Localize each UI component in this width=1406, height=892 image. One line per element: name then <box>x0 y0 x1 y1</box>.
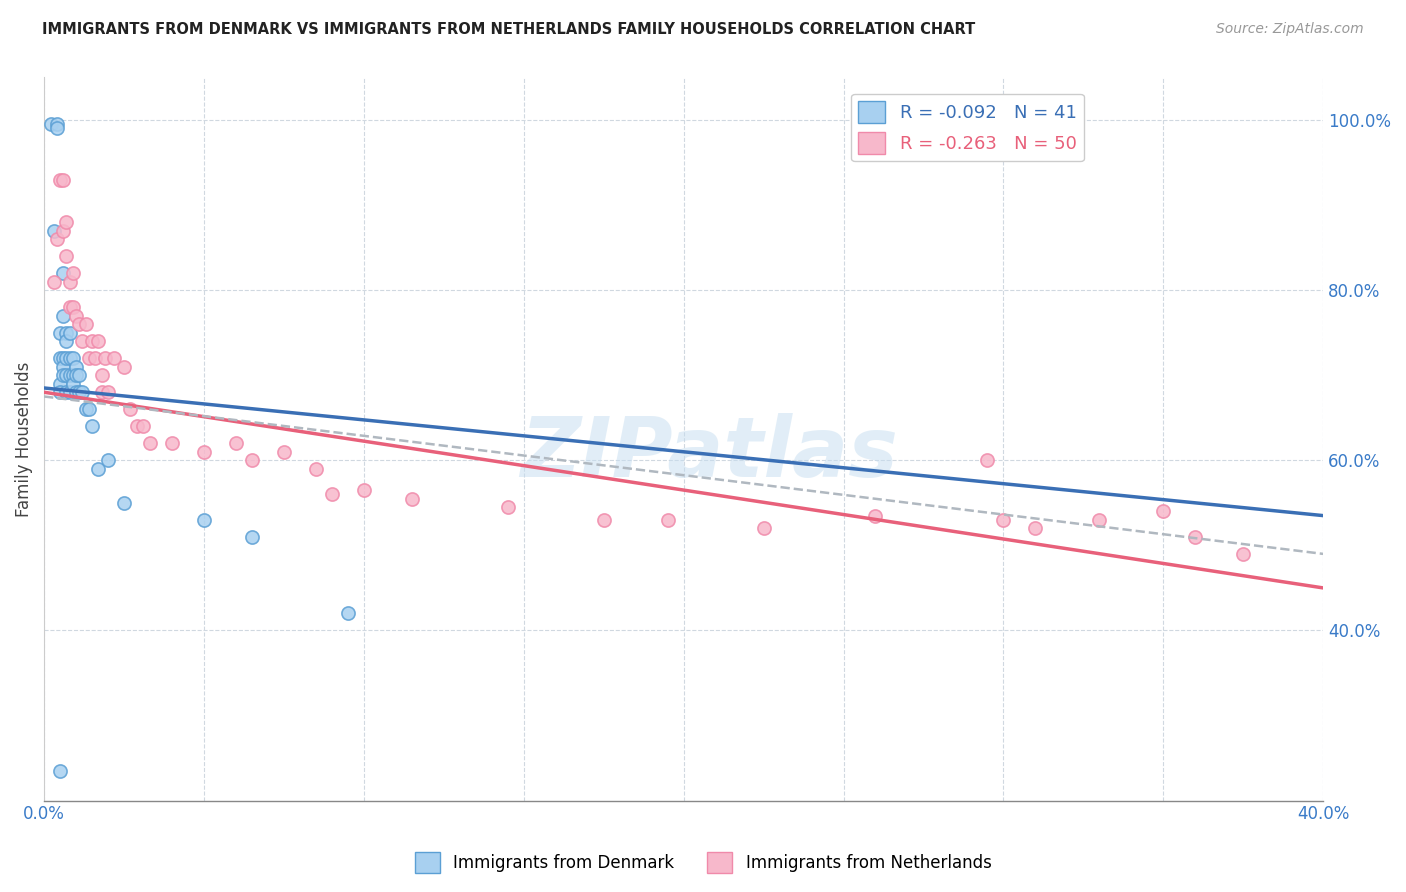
Point <box>49 172 72 186</box>
Point <box>976 453 998 467</box>
Point <box>65 385 87 400</box>
Point <box>65 309 87 323</box>
Point <box>67 385 90 400</box>
Point <box>97 453 120 467</box>
Point <box>59 326 82 340</box>
Point <box>55 334 77 348</box>
Point <box>72 334 94 348</box>
Point <box>75 402 97 417</box>
Point <box>62 266 84 280</box>
Point <box>1088 513 1111 527</box>
Point <box>59 351 82 366</box>
Text: IMMIGRANTS FROM DENMARK VS IMMIGRANTS FROM NETHERLANDS FAMILY HOUSEHOLDS CORRELA: IMMIGRANTS FROM DENMARK VS IMMIGRANTS FR… <box>42 22 976 37</box>
Point <box>84 351 107 366</box>
Point <box>52 172 75 186</box>
Point <box>353 483 375 497</box>
Point <box>52 368 75 383</box>
Legend: Immigrants from Denmark, Immigrants from Netherlands: Immigrants from Denmark, Immigrants from… <box>408 846 998 880</box>
Text: ZIPatlas: ZIPatlas <box>520 413 898 494</box>
Point <box>75 317 97 331</box>
Point <box>52 351 75 366</box>
Point <box>321 487 343 501</box>
Point <box>993 513 1015 527</box>
Point <box>865 508 887 523</box>
Point <box>305 462 328 476</box>
Point <box>657 513 679 527</box>
Point <box>87 462 110 476</box>
Point <box>52 266 75 280</box>
Point <box>49 385 72 400</box>
Point <box>1184 530 1206 544</box>
Point <box>39 117 62 131</box>
Point <box>752 521 775 535</box>
Point <box>59 275 82 289</box>
Point <box>42 275 65 289</box>
Point <box>45 232 67 246</box>
Point <box>49 376 72 391</box>
Point <box>52 224 75 238</box>
Text: Source: ZipAtlas.com: Source: ZipAtlas.com <box>1216 22 1364 37</box>
Point <box>52 359 75 374</box>
Point <box>240 453 263 467</box>
Point <box>59 300 82 314</box>
Point <box>240 530 263 544</box>
Point <box>55 385 77 400</box>
Point <box>160 436 183 450</box>
Point <box>112 496 135 510</box>
Point <box>65 368 87 383</box>
Point <box>52 309 75 323</box>
Point <box>67 368 90 383</box>
Point <box>401 491 423 506</box>
Point <box>193 444 215 458</box>
Point <box>55 368 77 383</box>
Point <box>45 117 67 131</box>
Point <box>67 317 90 331</box>
Point <box>97 385 120 400</box>
Point <box>80 334 103 348</box>
Point <box>273 444 295 458</box>
Point <box>87 334 110 348</box>
Point <box>138 436 160 450</box>
Point <box>77 351 100 366</box>
Point <box>1024 521 1046 535</box>
Point <box>49 764 72 778</box>
Point <box>103 351 125 366</box>
Y-axis label: Family Households: Family Households <box>15 361 32 516</box>
Point <box>90 385 112 400</box>
Point <box>120 402 142 417</box>
Point <box>62 368 84 383</box>
Point <box>62 376 84 391</box>
Point <box>55 215 77 229</box>
Point <box>49 351 72 366</box>
Point <box>225 436 247 450</box>
Point <box>59 385 82 400</box>
Point <box>132 419 155 434</box>
Point <box>42 224 65 238</box>
Point <box>94 351 117 366</box>
Point <box>336 607 359 621</box>
Point <box>45 121 67 136</box>
Point <box>592 513 614 527</box>
Point <box>125 419 148 434</box>
Point <box>59 368 82 383</box>
Point <box>55 351 77 366</box>
Point <box>49 326 72 340</box>
Point <box>1232 547 1254 561</box>
Legend: R = -0.092   N = 41, R = -0.263   N = 50: R = -0.092 N = 41, R = -0.263 N = 50 <box>851 94 1084 161</box>
Point <box>62 351 84 366</box>
Point <box>496 500 519 514</box>
Point <box>62 300 84 314</box>
Point <box>90 368 112 383</box>
Point <box>72 385 94 400</box>
Point <box>65 359 87 374</box>
Point <box>77 402 100 417</box>
Point <box>55 326 77 340</box>
Point <box>80 419 103 434</box>
Point <box>112 359 135 374</box>
Point <box>193 513 215 527</box>
Point <box>1152 504 1174 518</box>
Point <box>55 249 77 263</box>
